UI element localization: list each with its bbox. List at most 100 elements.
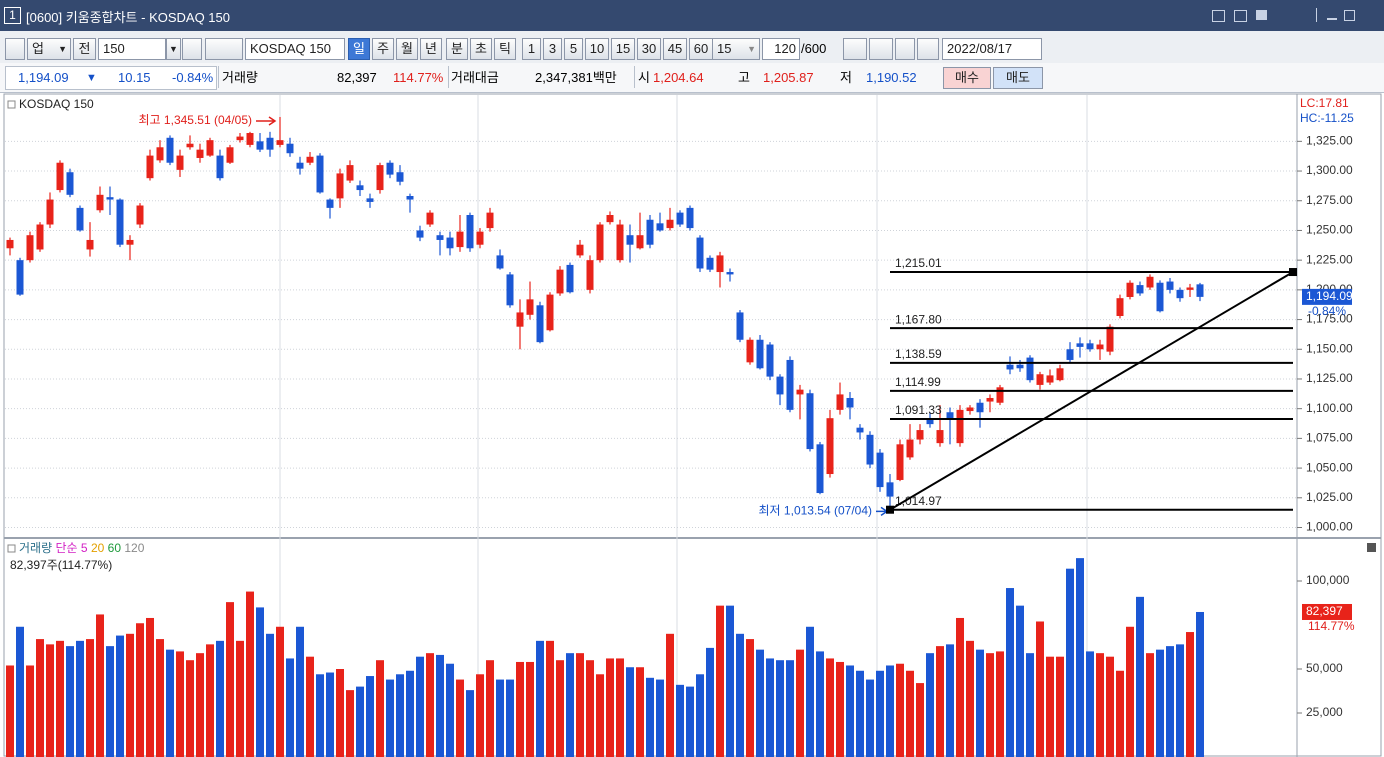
candle-body <box>196 149 204 158</box>
low-label: 저 <box>840 70 852 85</box>
period-button[interactable]: 분 <box>446 38 468 60</box>
volume-bar <box>376 660 384 757</box>
volume-bar <box>966 640 974 757</box>
candle-body <box>846 397 854 408</box>
interval-select[interactable]: 15 ▼ <box>712 38 760 60</box>
candle-body <box>646 219 654 245</box>
volume-bar <box>776 660 784 757</box>
volume-bar <box>136 623 144 757</box>
volume-bar <box>226 602 234 757</box>
interval-button[interactable]: 10 <box>585 38 609 60</box>
candle-body <box>186 143 194 148</box>
volume-legend: 거래량 단순 5 20 60 120 <box>19 541 145 555</box>
search-button[interactable] <box>182 38 202 60</box>
date-input[interactable]: 2022/08/17 <box>942 38 1042 60</box>
candle-body <box>346 165 354 181</box>
candle-body <box>966 407 974 412</box>
candle-body <box>266 137 274 150</box>
candle-body <box>1076 343 1084 347</box>
volume-bar <box>456 679 464 757</box>
interval-button[interactable]: 1 <box>522 38 541 60</box>
name-input[interactable]: KOSDAQ 150 <box>245 38 345 60</box>
period-button[interactable]: 주 <box>372 38 394 60</box>
volume-bar <box>856 670 864 757</box>
candle-body <box>926 419 934 425</box>
volume-bar <box>1106 656 1114 757</box>
y-tick-label: 1,075.00 <box>1306 431 1353 445</box>
legend-icon <box>7 100 16 109</box>
interval-button[interactable]: 45 <box>663 38 687 60</box>
volume-bar <box>426 653 434 757</box>
market-select[interactable]: 업 ▼ <box>27 38 71 60</box>
volume-bar <box>566 653 574 757</box>
scope-button[interactable]: 전 <box>73 38 96 60</box>
volume-bar <box>276 626 284 757</box>
candle-body <box>66 172 74 195</box>
volume-bar <box>826 658 834 757</box>
candle-body <box>1056 368 1064 381</box>
interval-button[interactable]: 60 <box>689 38 713 60</box>
level-label: 1,138.59 <box>895 347 942 361</box>
code-input[interactable]: 150 <box>98 38 166 60</box>
buy-button[interactable]: 매수 <box>943 67 991 89</box>
volume-summary: 82,397주(114.77%) <box>10 558 112 572</box>
interval-select-value: 15 <box>717 41 732 56</box>
code-dropdown[interactable]: ▼ <box>166 38 181 60</box>
volume-bar <box>6 665 14 757</box>
interval-button[interactable]: 30 <box>637 38 661 60</box>
count-input[interactable]: 120 <box>762 38 800 60</box>
volume-bar <box>896 663 904 757</box>
settings-button[interactable] <box>917 38 939 60</box>
open: 1,204.64 <box>653 70 704 85</box>
tool-button[interactable] <box>843 38 867 60</box>
volume-bar <box>196 653 204 757</box>
interval-button[interactable]: 3 <box>543 38 562 60</box>
y-tick-label: 1,125.00 <box>1306 371 1353 385</box>
period-button[interactable]: 년 <box>420 38 442 60</box>
sound-button[interactable] <box>205 38 243 60</box>
candle-body <box>886 482 894 497</box>
candle-body <box>146 155 154 179</box>
y-tick-label: 25,000 <box>1306 705 1343 719</box>
market: 업 <box>32 41 44 56</box>
candle-body <box>106 197 114 200</box>
volume-bar <box>756 649 764 757</box>
interval-button[interactable]: 5 <box>564 38 583 60</box>
volume-bar <box>686 686 694 757</box>
candle-body <box>496 255 504 269</box>
candle-body <box>1066 349 1074 360</box>
period-button[interactable]: 월 <box>396 38 418 60</box>
level-label: 1,114.99 <box>895 375 941 389</box>
candle-body <box>986 397 994 402</box>
candle-body <box>896 444 904 480</box>
trend-handle <box>886 505 894 514</box>
sell-button[interactable]: 매도 <box>993 67 1043 89</box>
candle-body <box>216 155 224 179</box>
candle-body <box>686 207 694 229</box>
candle-body <box>626 235 634 245</box>
period-button[interactable]: 일 <box>348 38 370 60</box>
period-button[interactable]: 초 <box>470 38 492 60</box>
window-controls[interactable] <box>1212 8 1372 22</box>
y-tick-label: 100,000 <box>1306 573 1350 587</box>
volume-bar <box>186 660 194 757</box>
candle-body <box>1086 343 1094 350</box>
candle-body <box>396 172 404 182</box>
candle-body <box>166 137 174 163</box>
volume-bar <box>836 661 844 757</box>
period-button[interactable]: 틱 <box>494 38 516 60</box>
candle-body <box>466 215 474 249</box>
save-button[interactable] <box>895 38 915 60</box>
interval-button[interactable]: 15 <box>611 38 635 60</box>
candle-body <box>46 199 54 225</box>
candle-body <box>836 394 844 410</box>
volume-bar <box>1176 644 1184 757</box>
volume-bar <box>846 665 854 757</box>
volume-bar <box>1196 611 1204 757</box>
panel-button[interactable] <box>1367 543 1376 552</box>
lc-label: LC:17.81 <box>1300 96 1349 110</box>
layout-button[interactable] <box>5 38 25 60</box>
tool-button[interactable] <box>869 38 893 60</box>
volume-bar <box>1086 651 1094 757</box>
